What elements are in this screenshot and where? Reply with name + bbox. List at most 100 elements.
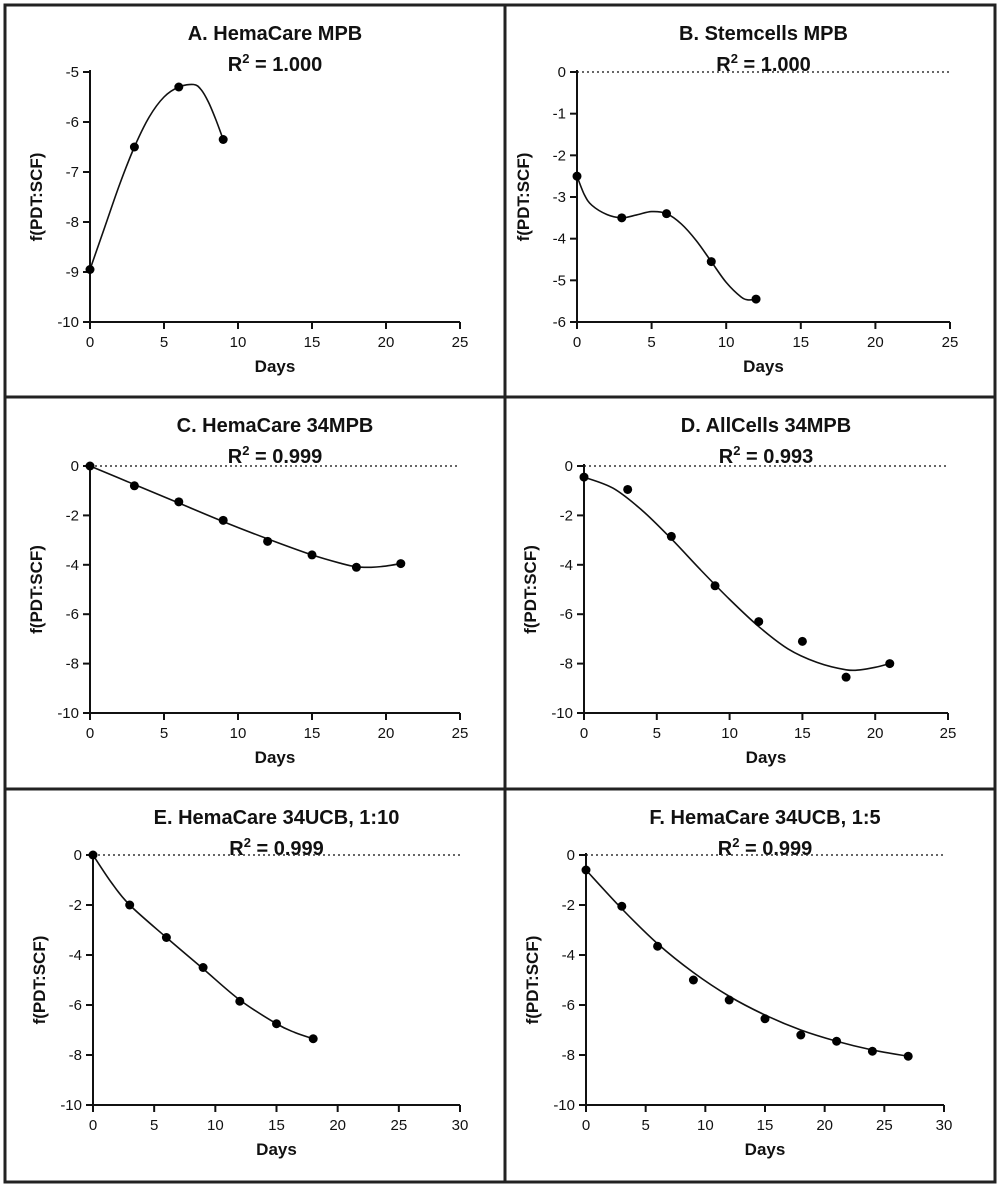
x-tick-label: 5 — [160, 725, 168, 742]
x-tick-label: 25 — [452, 334, 469, 351]
y-tick-label: -6 — [66, 114, 79, 131]
x-axis-label: Days — [743, 357, 784, 376]
x-tick-label: 20 — [329, 1117, 346, 1134]
y-axis-label: f(PDT:SCF) — [27, 153, 46, 242]
data-point — [235, 996, 245, 1006]
data-point — [198, 963, 208, 972]
x-tick-label: 5 — [641, 1117, 649, 1134]
x-tick-label: 25 — [452, 725, 469, 742]
x-tick-label: 0 — [580, 725, 588, 742]
data-point — [129, 481, 139, 491]
data-point — [796, 1030, 806, 1040]
data-point — [797, 636, 807, 646]
y-tick-label: 0 — [74, 847, 82, 864]
y-axis-label: f(PDT:SCF) — [521, 545, 540, 634]
panel-title: D. AllCells 34MPB — [681, 415, 851, 437]
data-point — [885, 659, 895, 669]
y-tick-label: -2 — [560, 507, 573, 524]
data-point — [903, 1051, 913, 1061]
x-tick-label: 30 — [936, 1117, 953, 1134]
x-tick-label: 5 — [647, 334, 655, 351]
r-squared-label: R2 = 1.000 — [228, 51, 323, 76]
x-tick-label: 20 — [867, 334, 884, 351]
fit-curve — [89, 83, 224, 270]
data-point — [653, 941, 663, 951]
data-point — [351, 562, 361, 572]
x-tick-label: 5 — [150, 1117, 158, 1134]
r-squared-value: = 0.999 — [251, 838, 324, 860]
fit-curve — [89, 465, 401, 569]
data-point — [572, 171, 582, 181]
y-tick-label: 0 — [565, 458, 573, 475]
panel-title: B. Stemcells MPB — [679, 23, 848, 45]
data-point — [710, 581, 720, 591]
y-tick-label: 0 — [558, 64, 566, 81]
x-tick-label: 25 — [390, 1117, 407, 1134]
r-squared-label: R2 = 0.999 — [228, 443, 323, 468]
y-tick-label: -8 — [560, 656, 573, 673]
y-tick-label: -1 — [553, 106, 566, 123]
y-tick-label: -4 — [560, 557, 573, 574]
x-tick-label: 25 — [940, 725, 957, 742]
x-tick-label: 10 — [207, 1117, 224, 1134]
y-tick-label: -10 — [57, 705, 79, 722]
x-tick-label: 15 — [794, 725, 811, 742]
r-squared-value: = 0.993 — [740, 446, 813, 468]
y-tick-label: -5 — [66, 64, 79, 81]
y-tick-label: -10 — [60, 1097, 82, 1114]
x-axis-label: Days — [255, 357, 296, 376]
panel-title: E. HemaCare 34UCB, 1:10 — [154, 807, 400, 829]
panel-frame — [503, 787, 997, 1184]
panel-title: C. HemaCare 34MPB — [177, 415, 374, 437]
data-point — [581, 865, 591, 875]
x-tick-label: 0 — [86, 725, 94, 742]
data-point — [88, 850, 98, 860]
x-axis-label: Days — [745, 1140, 786, 1159]
data-point — [867, 1046, 877, 1056]
y-tick-label: -2 — [562, 897, 575, 914]
data-point — [174, 82, 184, 92]
x-tick-label: 30 — [452, 1117, 469, 1134]
data-point — [218, 135, 228, 144]
data-point — [617, 901, 627, 911]
fit-curve — [583, 476, 890, 672]
data-point — [308, 1034, 318, 1044]
data-point — [706, 257, 716, 267]
x-axis-label: Days — [256, 1140, 297, 1159]
panel-b: B. Stemcells MPB R2 = 1.000 -6 -5 -4 -3 -2 -1 0 0… — [503, 3, 997, 399]
x-tick-label: 15 — [757, 1117, 774, 1134]
y-tick-label: 0 — [71, 458, 79, 475]
y-tick-label: -10 — [553, 1097, 575, 1114]
y-tick-label: -4 — [562, 947, 575, 964]
data-point — [841, 672, 851, 682]
data-point — [579, 472, 589, 482]
y-tick-label: -4 — [69, 947, 82, 964]
x-tick-label: 20 — [867, 725, 884, 742]
fit-curve — [92, 854, 314, 1040]
data-point — [754, 617, 764, 627]
data-point — [832, 1036, 842, 1046]
x-tick-label: 10 — [718, 334, 735, 351]
fit-curve — [585, 869, 909, 1058]
x-tick-label: 0 — [89, 1117, 97, 1134]
panel-e: E. HemaCare 34UCB, 1:10 R2 = 0.999 -10 -8 -6… — [3, 787, 507, 1184]
y-tick-label: -2 — [553, 147, 566, 164]
y-tick-label: -8 — [66, 214, 79, 231]
y-tick-label: -9 — [66, 264, 79, 281]
panel-d: D. AllCells 34MPB R2 = 0.993 -10 -8 -6 -4 -2 0 0… — [503, 395, 997, 791]
r-squared-value: = 0.999 — [739, 838, 812, 860]
data-point — [174, 497, 184, 507]
panel-title: A. HemaCare MPB — [188, 23, 363, 45]
y-axis-label: f(PDT:SCF) — [30, 936, 49, 1025]
data-point — [666, 531, 676, 541]
data-point — [125, 900, 135, 910]
y-tick-label: -6 — [69, 997, 82, 1014]
y-tick-label: 0 — [567, 847, 575, 864]
y-tick-label: -2 — [66, 507, 79, 524]
x-tick-label: 10 — [230, 334, 247, 351]
y-tick-label: -2 — [69, 897, 82, 914]
data-point — [724, 995, 734, 1005]
data-point — [623, 484, 633, 494]
